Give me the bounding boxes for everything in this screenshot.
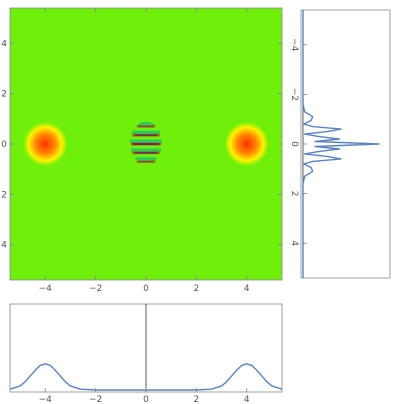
right-tick-label-1: −2: [289, 88, 299, 101]
fringe-light-3: [130, 130, 162, 134]
fringe-dark-5: [134, 152, 158, 154]
fringe-red-2: [136, 125, 156, 128]
bottom-tick-label-1: −2: [89, 395, 102, 404]
bottom-tick-label-3: 2: [194, 395, 200, 404]
x-tick-label-2: 0: [143, 284, 149, 294]
bottom-tick-label-0: −4: [39, 395, 53, 404]
right-tick-label-3: 2: [289, 191, 299, 197]
right-tick-label-4: 4: [289, 240, 299, 246]
x-tick-label-1: −2: [89, 284, 102, 294]
right-profile-frame: [300, 9, 391, 279]
fringe-pattern: [129, 121, 163, 163]
right-tick-label-2: 0: [289, 141, 299, 147]
fringe-red-6: [136, 160, 156, 163]
density-plot-ticks: −4 −2 0 2 4 4 2 0 2 4: [1, 8, 282, 294]
right-profile-plot: −4 −2 0 2 4: [289, 9, 391, 279]
y-tick-label-3: 2: [1, 190, 7, 200]
fringe-dark-6: [138, 160, 154, 163]
x-tick-label-4: 4: [244, 284, 250, 294]
bottom-tick-label-2: 0: [143, 395, 149, 404]
x-tick-label-0: −4: [39, 284, 53, 294]
density-plot-features: [23, 121, 269, 167]
right-profile-ticks: −4 −2 0 2 4: [289, 38, 307, 246]
bottom-profile-curve: [9, 363, 283, 391]
hot-spot-1: [224, 121, 269, 167]
hot-spot-0: [23, 121, 68, 167]
fringe-dark-2: [138, 125, 154, 128]
y-tick-label-1: 2: [1, 90, 7, 100]
fringe-dark-3: [134, 134, 158, 136]
bottom-profile-plot: −4 −2 0 2 4: [9, 303, 283, 404]
fringe-light-4: [129, 139, 163, 143]
bottom-tick-label-4: 4: [244, 395, 250, 404]
fringe-light-2: [135, 121, 157, 126]
fringe-light-6: [135, 157, 157, 161]
density-plot: −4 −2 0 2 4 4 2 0 2 4: [1, 7, 283, 294]
fringe-light-5: [130, 148, 162, 152]
right-tick-label-0: −4: [289, 38, 299, 52]
x-tick-label-3: 2: [194, 284, 200, 294]
y-tick-label-0: 4: [1, 39, 7, 49]
y-tick-label-2: 0: [1, 140, 7, 150]
y-tick-label-4: 4: [1, 241, 7, 251]
right-profile-curve: [302, 10, 380, 278]
fringe-dark-4: [133, 143, 159, 145]
